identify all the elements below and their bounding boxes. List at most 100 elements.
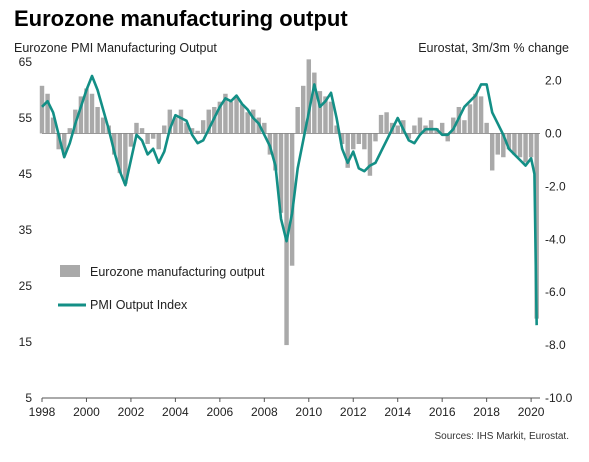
x-tick-label-10: 2018 bbox=[473, 405, 500, 419]
bar-74 bbox=[451, 117, 456, 134]
bar-34 bbox=[228, 101, 234, 134]
bar-73 bbox=[445, 133, 450, 142]
left-tick-label-3: 35 bbox=[19, 223, 33, 237]
bar-72 bbox=[439, 122, 445, 134]
bar-80 bbox=[484, 122, 489, 134]
bar-84 bbox=[506, 133, 512, 150]
bar-50 bbox=[317, 91, 323, 134]
x-tick-label-3: 2004 bbox=[162, 405, 189, 419]
bar-22 bbox=[162, 125, 167, 134]
bar-30 bbox=[206, 109, 211, 134]
bar-88 bbox=[528, 133, 534, 158]
bar-60 bbox=[373, 133, 378, 142]
left-tick-label-0: 65 bbox=[19, 55, 33, 69]
right-tick-label-4: -6.0 bbox=[545, 285, 566, 299]
bar-14 bbox=[117, 133, 123, 174]
bar-16 bbox=[128, 133, 134, 147]
x-tick-label-8: 2014 bbox=[384, 405, 411, 419]
bar-47 bbox=[301, 85, 306, 134]
bar-82 bbox=[495, 133, 500, 155]
bar-24 bbox=[173, 117, 178, 134]
right-tick-label-0: 2.0 bbox=[545, 74, 562, 88]
left-tick-label-6: 5 bbox=[25, 391, 32, 405]
bar-53 bbox=[334, 125, 339, 134]
bar-4 bbox=[62, 133, 67, 155]
bar-78 bbox=[473, 93, 478, 134]
bar-51 bbox=[323, 96, 328, 134]
bar-64 bbox=[395, 125, 400, 134]
bar-20 bbox=[150, 133, 156, 139]
bar-77 bbox=[467, 104, 473, 134]
right-axis-title: Eurostat, 3m/3m % change bbox=[418, 41, 569, 55]
pmi-output-line bbox=[41, 74, 538, 326]
legend-label-line: PMI Output Index bbox=[90, 298, 188, 312]
bar-86 bbox=[517, 133, 523, 158]
bar-87 bbox=[523, 133, 528, 163]
legend-label-bars: Eurozone manufacturing output bbox=[90, 265, 265, 279]
x-tick-label-7: 2012 bbox=[340, 405, 367, 419]
bar-81 bbox=[489, 133, 495, 171]
bar-52 bbox=[328, 101, 334, 134]
bar-8 bbox=[84, 88, 89, 134]
bar-11 bbox=[100, 117, 106, 134]
right-tick-label-5: -8.0 bbox=[545, 338, 566, 352]
right-tick-label-6: -10.0 bbox=[545, 391, 573, 405]
bar-55 bbox=[345, 133, 350, 168]
x-tick-label-9: 2016 bbox=[429, 405, 456, 419]
source-note: Sources: IHS Markit, Eurostat. bbox=[434, 431, 570, 442]
left-tick-label-4: 25 bbox=[19, 279, 33, 293]
right-tick-label-2: -2.0 bbox=[545, 179, 566, 193]
bar-37 bbox=[245, 112, 250, 134]
left-tick-label-5: 15 bbox=[19, 335, 33, 349]
bar-66 bbox=[406, 133, 412, 139]
bar-79 bbox=[478, 96, 484, 134]
x-tick-label-11: 2020 bbox=[518, 405, 545, 419]
bar-23 bbox=[167, 109, 173, 134]
bar-15 bbox=[123, 133, 128, 184]
bar-36 bbox=[239, 104, 245, 134]
chart-title: Eurozone manufacturing output bbox=[14, 6, 348, 31]
bar-48 bbox=[306, 59, 312, 134]
bar-0 bbox=[39, 85, 45, 134]
bar-1 bbox=[45, 93, 50, 134]
x-tick-label-2: 2002 bbox=[118, 405, 145, 419]
bar-32 bbox=[217, 101, 223, 134]
right-tick-label-1: 0.0 bbox=[545, 126, 562, 140]
bar-17 bbox=[134, 122, 139, 134]
bar-57 bbox=[356, 133, 362, 145]
bar-76 bbox=[462, 120, 467, 134]
bar-45 bbox=[289, 133, 295, 266]
bar-49 bbox=[312, 72, 317, 134]
left-tick-label-2: 45 bbox=[19, 167, 33, 181]
bar-35 bbox=[234, 96, 239, 134]
bar-27 bbox=[189, 128, 195, 134]
legend-swatch-bars bbox=[60, 265, 80, 277]
bar-13 bbox=[112, 133, 117, 155]
bar-10 bbox=[95, 106, 100, 134]
bar-62 bbox=[384, 112, 389, 134]
bar-18 bbox=[139, 128, 145, 134]
x-tick-label-6: 2010 bbox=[295, 405, 322, 419]
bar-5 bbox=[67, 128, 73, 134]
bar-59 bbox=[367, 133, 373, 176]
bar-25 bbox=[178, 109, 184, 134]
left-tick-label-1: 55 bbox=[19, 111, 33, 125]
bar-46 bbox=[295, 106, 300, 134]
bar-3 bbox=[56, 133, 61, 150]
bar-68 bbox=[417, 117, 423, 134]
bar-89 bbox=[534, 133, 539, 319]
bar-33 bbox=[223, 93, 228, 134]
x-tick-label-5: 2008 bbox=[251, 405, 278, 419]
bar-19 bbox=[145, 133, 150, 145]
bar-61 bbox=[378, 114, 384, 134]
bar-28 bbox=[195, 130, 200, 134]
bar-29 bbox=[200, 120, 206, 134]
right-tick-label-3: -4.0 bbox=[545, 232, 566, 246]
bar-43 bbox=[278, 133, 284, 213]
bar-42 bbox=[273, 133, 278, 171]
bar-21 bbox=[156, 133, 161, 150]
bar-54 bbox=[339, 133, 345, 145]
axes: 1998 2000 2002 2004 2006 2008 2010 2012 2014 2016… bbox=[19, 55, 573, 419]
bar-83 bbox=[501, 133, 506, 158]
